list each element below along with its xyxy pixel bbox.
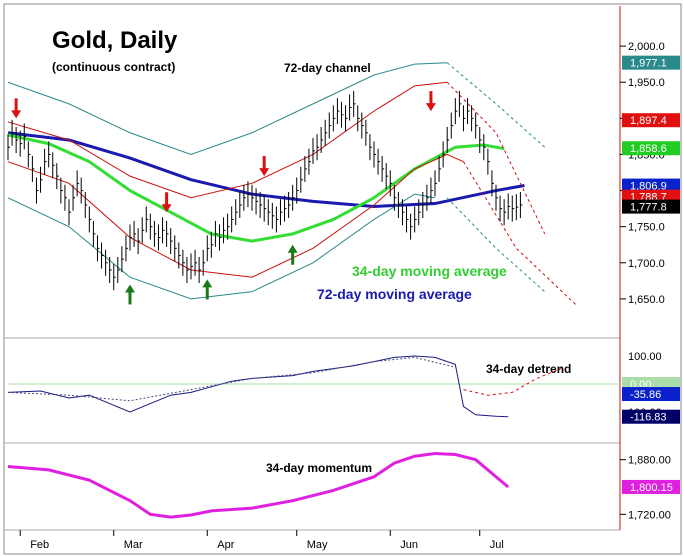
series-34-day-moving-average [7,133,505,243]
price-tick-label: 2,000.0 [628,41,665,53]
price-tick-label: 1,700.0 [628,258,665,270]
price-badge-bg [622,113,680,128]
series-72-day-channel-inner-upper [7,81,448,199]
price-badge-bg [622,141,680,156]
x-tick-label: Feb [30,539,49,551]
channel-projection [463,161,578,307]
series-72-day-moving-average [7,131,525,208]
momentum-tick-label: 1,880.00 [628,455,671,467]
arrow-head [287,244,298,253]
buy-arrow-icon [202,279,213,300]
detrend-panel: 100.00100.000.00-35.86-116.83 [7,351,680,424]
channel-projection [446,81,546,235]
price-badge-text: 1,897.4 [630,115,667,127]
series-72-day-channel-outer-lower [7,193,436,300]
price-badge-text: 1,777.8 [630,202,667,214]
arrow-head [425,103,436,112]
buy-arrow-icon [287,244,298,265]
price-badge-bg [622,55,680,70]
arrow-head [11,110,22,119]
price-badge-bg [622,199,680,214]
buy-arrow-icon [125,284,135,305]
momentum-series [7,452,510,519]
x-tick-label: Apr [217,539,234,551]
axis-labels: Feb Mar Apr May Jun Jul [19,530,504,551]
price-badge-text: 1,806.9 [630,181,667,193]
x-tick-label: Jul [490,539,504,551]
detrend-series [7,355,509,418]
x-tick-label: Mar [124,539,143,551]
momentum-tick-label: 1,720.00 [628,509,671,521]
arrow-head [125,284,135,293]
ma72-label: 72-day moving average [317,286,472,302]
channel-label: 72-day channel [284,61,371,75]
x-tick-label: May [307,539,328,551]
momentum-badge-text: 1,800.15 [630,482,673,494]
series-72-day-channel-inner-lower [7,153,464,278]
sell-arrow-icon [161,192,172,213]
x-tick-label: Jun [400,539,418,551]
detrend-badge-text: -35.86 [630,389,661,401]
arrow-head [259,168,270,177]
arrow-head [202,279,213,288]
price-tick-label: 1,650.0 [628,294,665,306]
price-badge-bg [622,178,680,193]
detrend-badge-bg [622,409,680,424]
sell-arrow-icon [11,98,22,119]
price-badge-text: 1,858.6 [630,143,667,155]
ma34-label: 34-day moving average [352,263,507,279]
price-tick-label: 1,750.0 [628,222,665,234]
momentum-panel: 1,880.00 1,720.00 1,800.15 [7,452,680,521]
detrend-badge-text: -116.83 [630,412,667,424]
chart-subtitle: (continuous contract) [52,60,175,74]
arrow-head [161,204,172,213]
momentum-label: 34-day momentum [266,461,372,475]
price-tick-label: 1,950.0 [628,77,665,89]
detrend-series [463,368,562,396]
detrend-label: 34-day detrend [486,362,571,376]
price-panel: 2,000.01,950.01,900.01,850.01,800.01,750… [7,41,680,307]
sell-arrow-icon [425,91,436,112]
momentum-badge-bg [622,479,680,494]
price-badge-text: 1,977.1 [630,58,667,70]
detrend-series [7,356,456,402]
detrend-tick-label: 100.00 [628,351,662,363]
series-72-day-channel-outer-upper [7,62,448,155]
detrend-badge-bg [622,387,680,402]
sell-arrow-icon [259,156,270,177]
chart-title: Gold, Daily [52,27,178,54]
